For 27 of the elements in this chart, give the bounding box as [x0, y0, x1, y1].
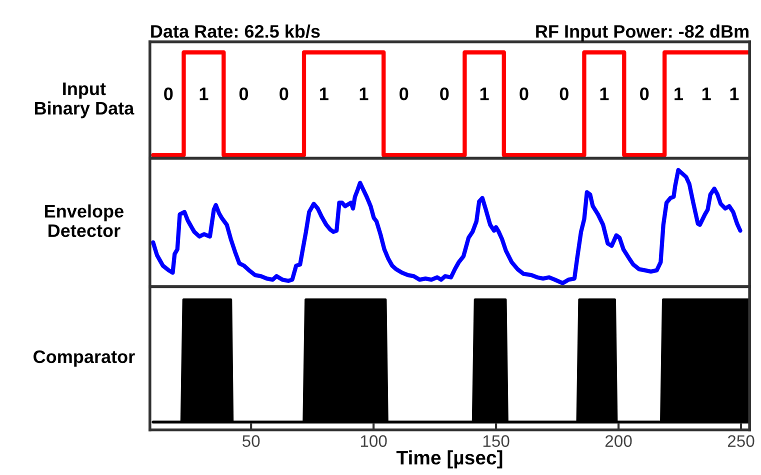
x-tick-label: 200: [605, 435, 632, 447]
x-axis-title: Time [µsec]: [396, 450, 502, 468]
annotation: 1: [320, 88, 328, 100]
x-tick-label: 100: [360, 435, 387, 447]
chart-title: Data Rate: 62.5 kb/s: [151, 24, 320, 38]
y-axis-title: Envelope Detector: [45, 204, 124, 238]
annotation: 0: [400, 87, 408, 100]
annotation: 1: [730, 88, 739, 100]
annotation: 1: [360, 88, 368, 100]
annotation: 1: [702, 88, 711, 100]
annotation: 0: [164, 87, 173, 100]
annotation: 0: [280, 87, 288, 100]
x-tick-label: 150: [483, 435, 510, 447]
y-axis-title: Input Binary Data: [34, 82, 134, 118]
annotation: 1: [674, 88, 684, 100]
chart-subtitle: RF Input Power: -82 dBm: [536, 24, 748, 42]
annotation: 0: [440, 87, 449, 100]
annotation: 1: [200, 88, 208, 100]
annotation: 0: [520, 87, 528, 100]
annotation: 1: [600, 88, 609, 100]
annotation: 0: [640, 87, 649, 100]
annotation: 1: [480, 88, 489, 100]
x-tick-label: 50: [242, 435, 260, 447]
annotation: 0: [560, 87, 568, 100]
annotation: 0: [239, 87, 248, 100]
x-tick-label: 250: [728, 435, 754, 447]
y-axis-title: Comparator: [34, 350, 135, 367]
